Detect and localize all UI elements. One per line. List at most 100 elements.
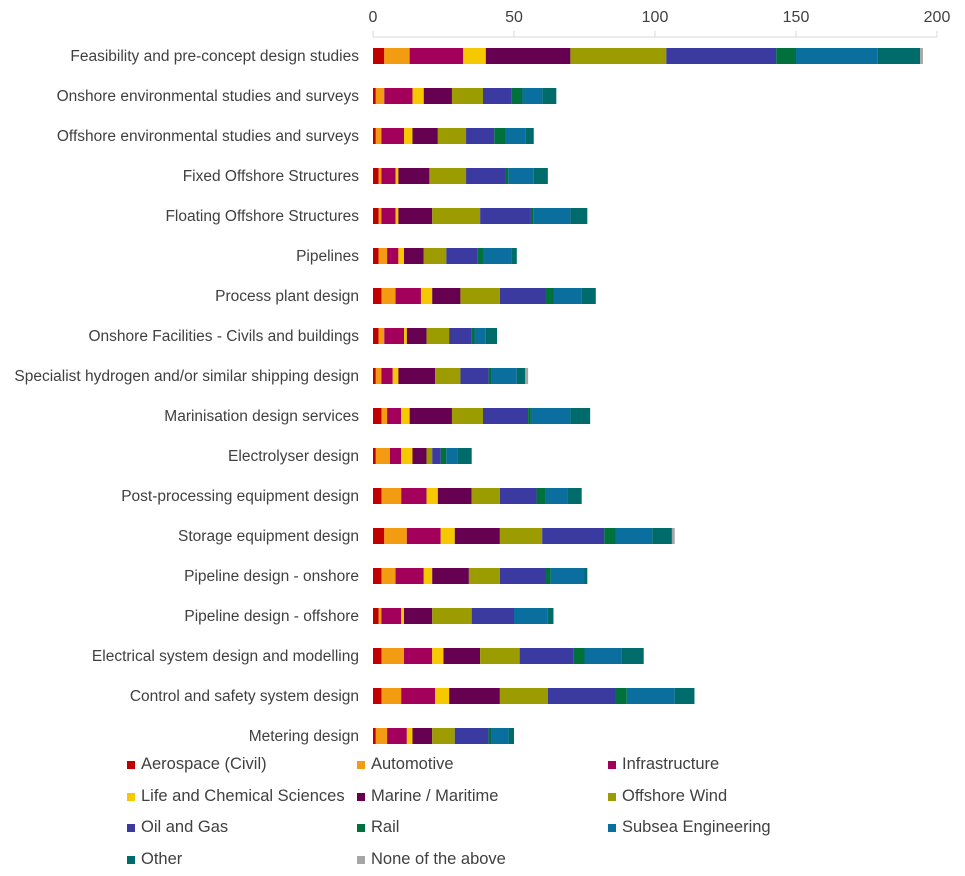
bar-segment: [499, 688, 548, 704]
bar-segment: [406, 528, 441, 544]
bar-segment: [477, 248, 483, 264]
bar-segment: [437, 488, 472, 504]
bar-segment: [398, 248, 405, 264]
bar-segment: [460, 368, 489, 384]
bar-segment: [547, 688, 616, 704]
bar-segment: [877, 48, 921, 64]
bar-segment: [796, 48, 878, 64]
bar-segment: [401, 688, 436, 704]
legend-swatch: [127, 855, 135, 864]
bar-segment: [666, 48, 777, 64]
bar-segment: [381, 608, 402, 624]
bar-segment: [519, 648, 574, 664]
bar-segment: [454, 728, 489, 744]
bar-segment: [373, 128, 376, 144]
bar-segment: [384, 328, 405, 344]
bar-segment: [451, 88, 483, 104]
bar-segment: [485, 48, 571, 64]
bar-segment: [373, 168, 379, 184]
legend-label: Rail: [371, 818, 400, 836]
bar-segment: [432, 648, 444, 664]
x-tick-label: 100: [642, 9, 669, 26]
bar-segment: [409, 48, 464, 64]
category-label: Control and safety system design: [130, 688, 359, 705]
category-label: Pipeline design - onshore: [184, 568, 359, 585]
legend-label: None of the above: [371, 850, 506, 868]
bar-segment: [381, 168, 396, 184]
bar-segment: [454, 528, 500, 544]
bar-segment: [375, 368, 382, 384]
bar-segment: [446, 248, 478, 264]
bar-segment: [511, 88, 523, 104]
bar-segment: [381, 408, 388, 424]
bar-segment: [423, 568, 433, 584]
bar-segment: [389, 448, 402, 464]
bar-segment: [412, 728, 433, 744]
bar-segment: [567, 488, 582, 504]
bar-segment: [432, 448, 441, 464]
bar-segment: [471, 328, 475, 344]
x-tick-label: 150: [783, 9, 810, 26]
bar-segment: [530, 208, 534, 224]
bar-segment: [401, 488, 427, 504]
bar-segment: [406, 328, 427, 344]
bar-segment: [451, 408, 483, 424]
bar-segment: [373, 568, 382, 584]
legend-label: Infrastructure: [622, 755, 720, 773]
bar-segment: [409, 408, 452, 424]
bar-segment: [466, 168, 506, 184]
bar-segment: [373, 408, 382, 424]
bar-segment: [420, 288, 433, 304]
legend-item: Oil and Gas: [127, 818, 228, 837]
bar-segment: [545, 568, 551, 584]
bar-segment: [412, 448, 427, 464]
legend-label: Subsea Engineering: [622, 818, 771, 836]
bar-segment: [373, 288, 382, 304]
bar-segment: [375, 128, 382, 144]
bars: [373, 48, 923, 744]
bar-segment: [401, 408, 410, 424]
bar-segment: [573, 648, 585, 664]
bar-segment: [437, 128, 467, 144]
category-axis: Feasibility and pre-concept design studi…: [14, 48, 359, 745]
legend-swatch: [357, 760, 365, 769]
bar-segment: [381, 488, 402, 504]
bar-segment: [449, 328, 472, 344]
bar-segment: [378, 248, 388, 264]
bar-segment: [384, 528, 407, 544]
bar-segment: [404, 328, 407, 344]
bar-segment: [435, 368, 461, 384]
legend-item: Rail: [357, 818, 399, 837]
bar-segment: [480, 648, 520, 664]
bar-segment: [530, 408, 571, 424]
legend-swatch: [357, 792, 365, 801]
category-label: Specialist hydrogen and/or similar shipp…: [14, 368, 359, 385]
bar-segment: [384, 48, 410, 64]
bar-segment: [545, 288, 554, 304]
bar-segment: [401, 608, 405, 624]
bar-segment: [387, 728, 407, 744]
legend-swatch: [127, 792, 135, 801]
bar-segment: [404, 648, 433, 664]
bar-segment: [375, 88, 385, 104]
x-tick-label: 0: [369, 9, 378, 26]
legend-label: Aerospace (Civil): [141, 755, 267, 773]
bar-segment: [621, 648, 644, 664]
x-tick-label: 50: [505, 9, 523, 26]
bar-segment: [378, 208, 382, 224]
bar-segment: [373, 328, 379, 344]
bar-segment: [652, 528, 672, 544]
bar-segment: [466, 128, 495, 144]
bar-segment: [499, 568, 546, 584]
bar-segment: [482, 248, 512, 264]
bar-segment: [570, 48, 667, 64]
bar-segment: [480, 208, 531, 224]
legend-item: Marine / Maritime: [357, 787, 498, 806]
stacked-bar-chart: 0 50 100 150 200 Feasibility and pre-concept…: [14, 9, 950, 745]
bar-segment: [508, 728, 514, 744]
bar-segment: [626, 688, 675, 704]
category-label: Electrolyser design: [228, 448, 359, 465]
bar-segment: [412, 128, 438, 144]
bar-segment: [570, 408, 591, 424]
bar-segment: [398, 368, 436, 384]
